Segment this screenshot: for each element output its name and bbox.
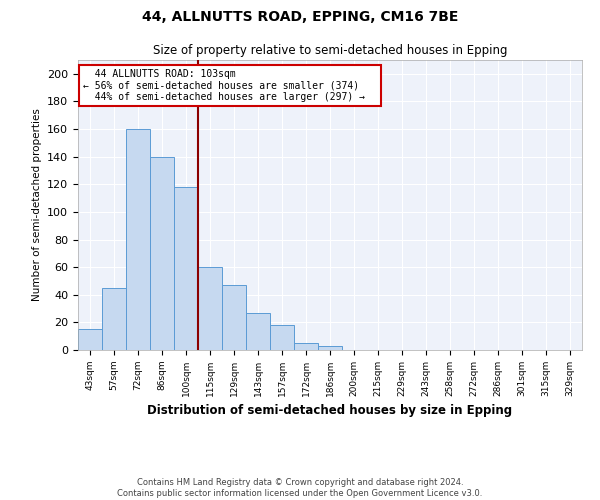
Bar xyxy=(270,325,294,350)
Text: Contains HM Land Registry data © Crown copyright and database right 2024.
Contai: Contains HM Land Registry data © Crown c… xyxy=(118,478,482,498)
Bar xyxy=(78,330,102,350)
X-axis label: Distribution of semi-detached houses by size in Epping: Distribution of semi-detached houses by … xyxy=(148,404,512,417)
Text: 44 ALLNUTTS ROAD: 103sqm  
← 56% of semi-detached houses are smaller (374)
  44%: 44 ALLNUTTS ROAD: 103sqm ← 56% of semi-d… xyxy=(83,68,377,102)
Bar xyxy=(222,285,246,350)
Bar xyxy=(294,343,318,350)
Bar xyxy=(150,156,174,350)
Bar xyxy=(198,267,222,350)
Title: Size of property relative to semi-detached houses in Epping: Size of property relative to semi-detach… xyxy=(153,44,507,58)
Bar xyxy=(318,346,342,350)
Bar xyxy=(246,312,270,350)
Bar xyxy=(174,187,198,350)
Text: 44, ALLNUTTS ROAD, EPPING, CM16 7BE: 44, ALLNUTTS ROAD, EPPING, CM16 7BE xyxy=(142,10,458,24)
Bar xyxy=(126,129,150,350)
Y-axis label: Number of semi-detached properties: Number of semi-detached properties xyxy=(32,108,41,302)
Bar xyxy=(102,288,126,350)
